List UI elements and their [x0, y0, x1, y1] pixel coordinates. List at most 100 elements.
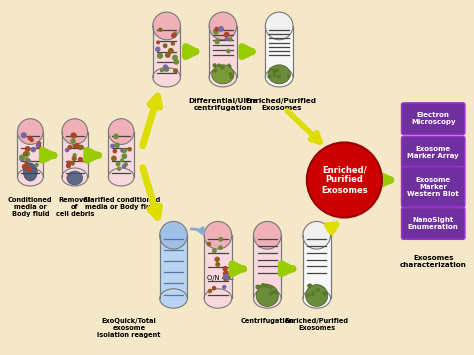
- Circle shape: [164, 66, 169, 71]
- Circle shape: [78, 146, 82, 149]
- Bar: [18, 132, 43, 177]
- FancyBboxPatch shape: [401, 208, 465, 239]
- Circle shape: [224, 274, 228, 279]
- Circle shape: [122, 165, 126, 168]
- Ellipse shape: [160, 222, 187, 249]
- Circle shape: [270, 68, 272, 70]
- Circle shape: [172, 42, 174, 45]
- Circle shape: [215, 39, 219, 44]
- Text: Exosome
Marker
Western Blot: Exosome Marker Western Blot: [407, 177, 459, 197]
- Ellipse shape: [265, 67, 293, 87]
- Circle shape: [31, 147, 36, 152]
- Circle shape: [27, 159, 30, 162]
- Circle shape: [71, 139, 75, 143]
- Text: Centrifugation: Centrifugation: [240, 318, 294, 324]
- Circle shape: [265, 284, 268, 288]
- Circle shape: [71, 133, 76, 138]
- Text: Enriched/Purified
Exosomes: Enriched/Purified Exosomes: [285, 318, 349, 331]
- Circle shape: [121, 159, 124, 162]
- Ellipse shape: [268, 65, 290, 84]
- Circle shape: [278, 76, 280, 78]
- Circle shape: [30, 138, 33, 142]
- Circle shape: [21, 133, 26, 138]
- Circle shape: [214, 70, 217, 72]
- Circle shape: [309, 284, 311, 286]
- Circle shape: [273, 69, 275, 72]
- Circle shape: [164, 44, 167, 48]
- Ellipse shape: [18, 168, 43, 186]
- Ellipse shape: [303, 289, 330, 308]
- Circle shape: [73, 145, 76, 148]
- Circle shape: [223, 285, 226, 289]
- Circle shape: [111, 144, 115, 148]
- Ellipse shape: [160, 289, 187, 308]
- Circle shape: [37, 144, 41, 148]
- Ellipse shape: [306, 285, 328, 306]
- Circle shape: [224, 277, 228, 281]
- Circle shape: [161, 69, 163, 72]
- Circle shape: [36, 164, 38, 166]
- Ellipse shape: [109, 119, 134, 144]
- Text: Conditioned
media or
Body fluid: Conditioned media or Body fluid: [8, 197, 53, 217]
- Circle shape: [113, 149, 117, 153]
- Circle shape: [256, 285, 259, 289]
- Circle shape: [273, 72, 275, 73]
- Circle shape: [165, 53, 170, 57]
- Ellipse shape: [209, 12, 237, 40]
- Circle shape: [262, 284, 264, 286]
- Circle shape: [215, 27, 219, 31]
- Circle shape: [65, 149, 69, 152]
- Circle shape: [27, 166, 31, 171]
- Circle shape: [219, 27, 223, 31]
- Ellipse shape: [67, 171, 82, 185]
- Circle shape: [118, 167, 120, 170]
- Ellipse shape: [254, 222, 281, 249]
- Circle shape: [25, 147, 30, 151]
- FancyBboxPatch shape: [401, 166, 465, 207]
- Text: NanoSight
Enumeration: NanoSight Enumeration: [408, 217, 459, 230]
- Circle shape: [114, 134, 118, 138]
- Circle shape: [273, 75, 275, 77]
- Ellipse shape: [62, 119, 88, 144]
- Bar: [62, 132, 88, 177]
- Circle shape: [38, 142, 41, 145]
- Circle shape: [322, 292, 325, 294]
- Circle shape: [213, 64, 216, 67]
- Ellipse shape: [153, 12, 181, 40]
- Ellipse shape: [256, 285, 278, 306]
- Circle shape: [68, 146, 72, 149]
- Circle shape: [224, 271, 228, 276]
- Bar: [265, 26, 293, 77]
- Circle shape: [121, 149, 124, 152]
- Circle shape: [75, 143, 79, 148]
- Text: Electron
Microscopy: Electron Microscopy: [411, 112, 456, 125]
- Circle shape: [216, 263, 219, 266]
- Circle shape: [172, 33, 176, 38]
- Bar: [160, 235, 187, 299]
- Circle shape: [25, 151, 29, 156]
- Circle shape: [214, 29, 218, 34]
- Text: Clarified conditioned
media or Body fluid: Clarified conditioned media or Body flui…: [82, 197, 160, 210]
- Ellipse shape: [18, 119, 43, 144]
- Circle shape: [159, 28, 162, 31]
- Circle shape: [229, 73, 232, 75]
- Bar: [303, 235, 330, 299]
- Text: Exosome
Marker Array: Exosome Marker Array: [407, 146, 459, 159]
- Circle shape: [311, 293, 313, 296]
- Bar: [109, 132, 134, 177]
- Circle shape: [324, 292, 327, 295]
- Circle shape: [227, 49, 230, 53]
- Circle shape: [219, 237, 222, 241]
- Circle shape: [173, 32, 176, 35]
- Circle shape: [124, 163, 128, 166]
- Text: Differential/Ultra
centrifugation: Differential/Ultra centrifugation: [188, 98, 258, 111]
- Circle shape: [228, 64, 230, 66]
- Circle shape: [270, 293, 272, 295]
- Circle shape: [229, 38, 232, 41]
- Circle shape: [73, 157, 76, 160]
- Circle shape: [268, 75, 271, 78]
- Circle shape: [79, 158, 82, 162]
- Circle shape: [221, 66, 224, 69]
- Circle shape: [259, 285, 262, 288]
- Circle shape: [25, 162, 28, 165]
